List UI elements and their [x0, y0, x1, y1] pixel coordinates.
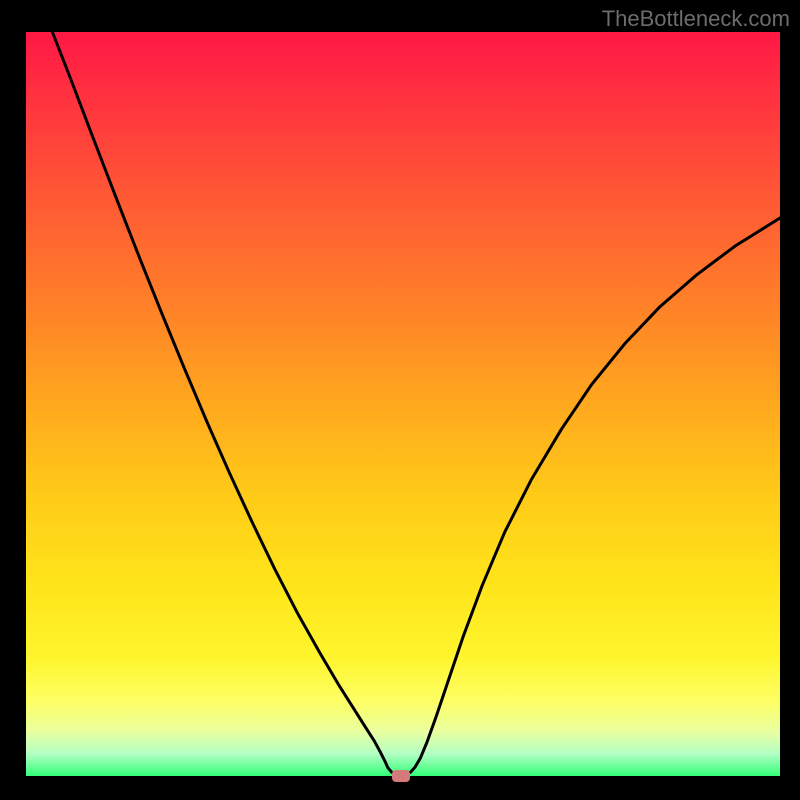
chart-frame: TheBottleneck.com: [0, 0, 800, 800]
plot-area: [26, 32, 780, 776]
bottleneck-curve: [26, 32, 780, 776]
watermark-text: TheBottleneck.com: [602, 6, 790, 32]
minimum-marker: [392, 770, 410, 782]
